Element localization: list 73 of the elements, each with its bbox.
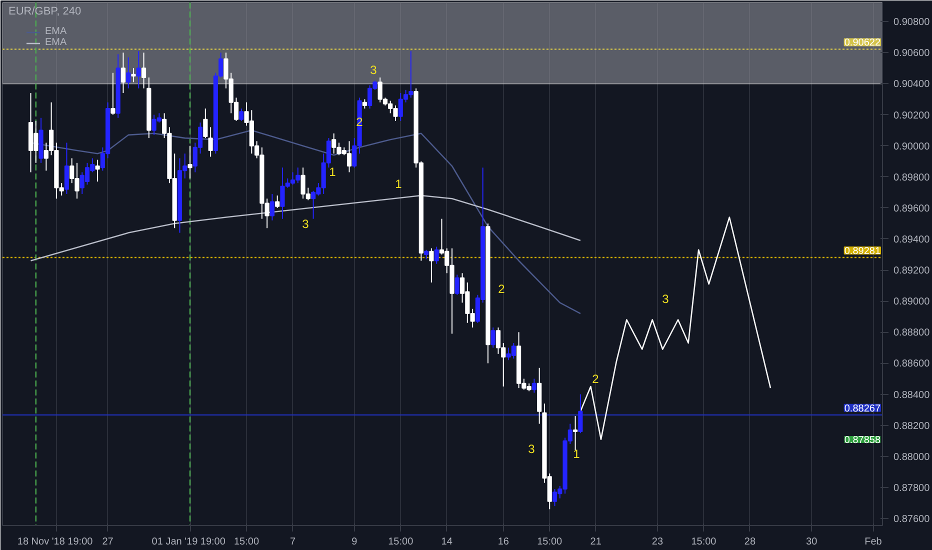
x-tick-label: 28 xyxy=(744,536,756,548)
candlestick xyxy=(203,108,208,139)
candlestick xyxy=(131,68,136,83)
x-tick-label: 27 xyxy=(102,536,114,548)
y-tick-label: 0.88400 xyxy=(894,390,930,401)
candlestick xyxy=(270,193,274,221)
ref-line-label: 0.88267 xyxy=(844,403,881,414)
candlestick xyxy=(532,378,536,394)
x-tick-label: 9 xyxy=(352,536,358,548)
candlestick xyxy=(275,195,280,208)
annotation: 2 xyxy=(592,372,600,386)
x-tick-label: 16 xyxy=(498,536,510,548)
x-tick-label: 23 xyxy=(652,536,664,548)
ref-line-label: 0.89281 xyxy=(844,246,881,257)
candlestick xyxy=(188,145,192,179)
y-tick-label: 0.89800 xyxy=(894,172,930,184)
y-tick-label: 0.90200 xyxy=(894,110,930,122)
x-tick-label: 30 xyxy=(806,536,818,548)
legend-label: EMA xyxy=(45,37,67,48)
candlestick xyxy=(110,72,116,116)
annotation: 1 xyxy=(329,165,336,179)
annotation: 1 xyxy=(395,177,402,191)
candlestick xyxy=(573,416,578,451)
candlestick xyxy=(136,50,141,89)
candlestick xyxy=(490,327,496,348)
y-tick-label: 0.90000 xyxy=(894,141,930,152)
y-tick-label: 0.89200 xyxy=(894,266,930,277)
y-tick-label: 0.88200 xyxy=(894,420,930,432)
annotation: 2 xyxy=(498,282,506,296)
candlestick xyxy=(239,108,244,122)
candlestick xyxy=(208,126,213,158)
candlestick xyxy=(578,394,583,434)
x-tick-label: 15:00 xyxy=(234,536,260,548)
candlestick xyxy=(120,52,126,94)
ref-line-label: 0.90622 xyxy=(844,38,881,49)
y-tick-label: 0.90600 xyxy=(894,48,930,60)
candlestick xyxy=(141,52,146,89)
annotation: 1 xyxy=(573,447,580,461)
x-tick-label: 15:00 xyxy=(388,536,414,548)
y-tick-label: 0.88000 xyxy=(894,452,930,463)
candlestick xyxy=(126,56,131,89)
x-tick-label: 14 xyxy=(441,536,453,548)
legend-label: EMA xyxy=(45,26,67,37)
annotation: 3 xyxy=(370,63,378,77)
candlestick xyxy=(362,98,367,110)
candlestick xyxy=(424,249,429,260)
x-tick-label: 18 Nov '18 19:00 xyxy=(17,536,94,548)
x-tick-label: Feb xyxy=(864,536,882,548)
y-tick-label: 0.90800 xyxy=(894,17,930,28)
candlestick xyxy=(454,274,460,296)
annotation: 3 xyxy=(528,442,536,456)
x-tick-label: 15:00 xyxy=(537,536,563,548)
candlestick xyxy=(434,246,439,264)
x-tick-label: 7 xyxy=(290,536,296,548)
x-tick-label: 15:00 xyxy=(691,536,717,548)
y-tick-label: 0.87800 xyxy=(894,482,930,494)
x-tick-label: 21 xyxy=(590,536,602,548)
y-tick-label: 0.88800 xyxy=(894,328,930,339)
candlestick xyxy=(429,248,434,283)
annotation: 3 xyxy=(302,217,310,231)
y-tick-label: 0.88600 xyxy=(894,358,930,370)
y-tick-label: 0.89400 xyxy=(894,234,930,246)
candlestick xyxy=(64,142,70,194)
y-tick-label: 0.90400 xyxy=(894,79,930,90)
line-series xyxy=(30,194,582,262)
y-tick-label: 0.87600 xyxy=(894,514,930,526)
line-series xyxy=(580,216,772,440)
y-tick-label: 0.89600 xyxy=(894,203,930,214)
y-tick-label: 0.89000 xyxy=(894,296,930,308)
annotation: 3 xyxy=(662,292,670,306)
chart-title: EUR/GBP, 240 xyxy=(8,6,82,18)
candlestick xyxy=(95,159,100,182)
x-tick-label: 01 Jan '19 19:00 xyxy=(152,536,226,548)
